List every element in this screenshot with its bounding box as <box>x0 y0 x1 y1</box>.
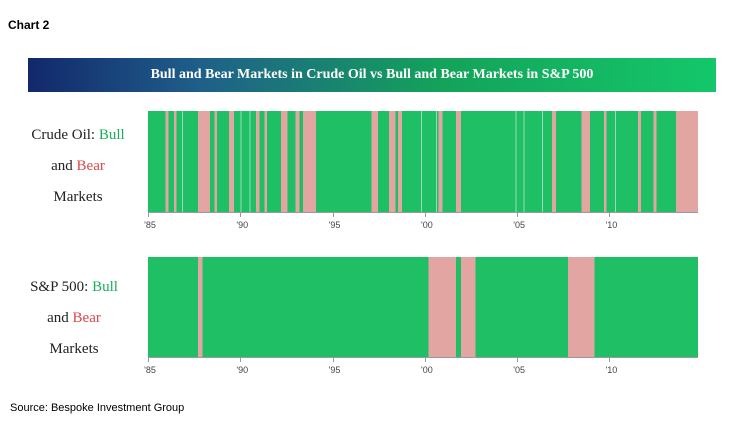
x-axis-tick <box>517 358 519 362</box>
bear-period-bar <box>229 111 234 212</box>
bear-period-bar <box>428 257 457 357</box>
x-axis-tick-label: '90 <box>236 220 249 230</box>
x-axis-tick <box>148 358 149 362</box>
x-axis-tick-label: '00 <box>420 220 433 230</box>
crude-oil-label-bull: Bull <box>98 127 125 143</box>
crude-oil-x-axis <box>148 212 698 213</box>
x-axis-tick <box>609 358 611 362</box>
bear-period-bar <box>567 257 595 357</box>
sp500-timeline-plot <box>148 257 698 357</box>
bear-period-bar <box>398 111 402 212</box>
sp500-label-markets: Markets <box>49 341 99 357</box>
bear-period-bar <box>675 111 698 212</box>
sp500-timeline-panel: '85 '90 '95 '00 '05 '10 <box>144 257 698 387</box>
period-divider <box>542 111 544 212</box>
bear-period-bar <box>388 111 396 212</box>
x-axis-tick-label: '85 <box>144 365 156 375</box>
x-axis-tick-label: '10 <box>605 220 618 230</box>
sp500-label-bull: Bull <box>92 279 118 295</box>
x-axis-tick-label: '90 <box>236 365 249 375</box>
crude-oil-timeline-panel: '85 '90 '95 '00 '05 '10 <box>144 111 698 241</box>
x-axis-tick-label: '95 <box>328 365 341 375</box>
bear-period-bar <box>280 111 288 212</box>
bear-period-bar <box>197 257 203 357</box>
x-axis-tick <box>424 213 426 217</box>
bear-period-bar <box>197 111 210 212</box>
bear-period-bar <box>295 111 300 212</box>
bear-period-bar <box>438 111 443 212</box>
x-axis-tick <box>332 213 334 217</box>
period-divider <box>515 111 517 212</box>
bear-period-bar <box>603 111 607 212</box>
sp500-label-bear: Bear <box>72 310 101 326</box>
period-divider <box>249 111 251 212</box>
bear-period-bar <box>653 111 657 212</box>
x-axis-tick <box>240 358 242 362</box>
crude-oil-label-bear: Bear <box>76 158 105 174</box>
crude-oil-label-markets: Markets <box>53 189 103 205</box>
bear-period-bar <box>638 111 641 212</box>
sp500-label-and: and <box>47 310 69 326</box>
chart-label: Chart 2 <box>8 18 50 32</box>
x-axis-tick <box>240 213 242 217</box>
crude-oil-timeline-plot <box>148 111 698 212</box>
x-axis-tick-label: '10 <box>605 365 618 375</box>
crude-oil-label-and: and <box>51 158 73 174</box>
x-axis-tick <box>424 358 426 362</box>
x-axis-tick-label: '95 <box>328 220 341 230</box>
x-axis-tick <box>148 213 149 217</box>
crude-oil-label-prefix: Crude Oil: <box>31 127 96 143</box>
x-axis-tick <box>332 358 334 362</box>
period-divider <box>421 111 423 212</box>
bear-period-bar <box>214 111 218 212</box>
bear-period-bar <box>581 111 591 212</box>
sp500-label-prefix: S&P 500: <box>30 279 89 295</box>
bear-period-bar <box>552 111 556 212</box>
x-axis-tick-label: '00 <box>420 365 433 375</box>
chart-title: Bull and Bear Markets in Crude Oil vs Bu… <box>150 67 594 82</box>
x-axis-tick-label: '05 <box>513 365 525 375</box>
period-divider <box>614 111 616 212</box>
period-divider <box>182 111 184 212</box>
period-divider <box>240 111 242 212</box>
sp500-x-axis <box>148 357 698 358</box>
bear-period-bar <box>303 111 316 212</box>
bear-period-bar <box>456 111 461 212</box>
bear-period-bar <box>264 111 268 212</box>
bear-period-bar <box>255 111 260 212</box>
sp500-panel-label: S&P 500: Bull and Bear Markets <box>14 272 134 365</box>
x-axis-tick-label: '05 <box>513 220 525 230</box>
period-divider <box>523 111 525 212</box>
bear-period-bar <box>165 111 169 212</box>
bear-period-bar <box>371 111 378 212</box>
source-note: Source: Bespoke Investment Group <box>10 402 185 414</box>
bear-period-bar <box>173 111 177 212</box>
chart-title-banner: Bull and Bear Markets in Crude Oil vs Bu… <box>28 58 716 92</box>
crude-oil-panel-label: Crude Oil: Bull and Bear Markets <box>18 120 138 213</box>
x-axis-tick <box>609 213 611 217</box>
x-axis-tick-label: '85 <box>144 220 156 230</box>
bear-period-bar <box>460 257 476 357</box>
period-divider <box>435 111 437 212</box>
x-axis-tick <box>517 213 519 217</box>
